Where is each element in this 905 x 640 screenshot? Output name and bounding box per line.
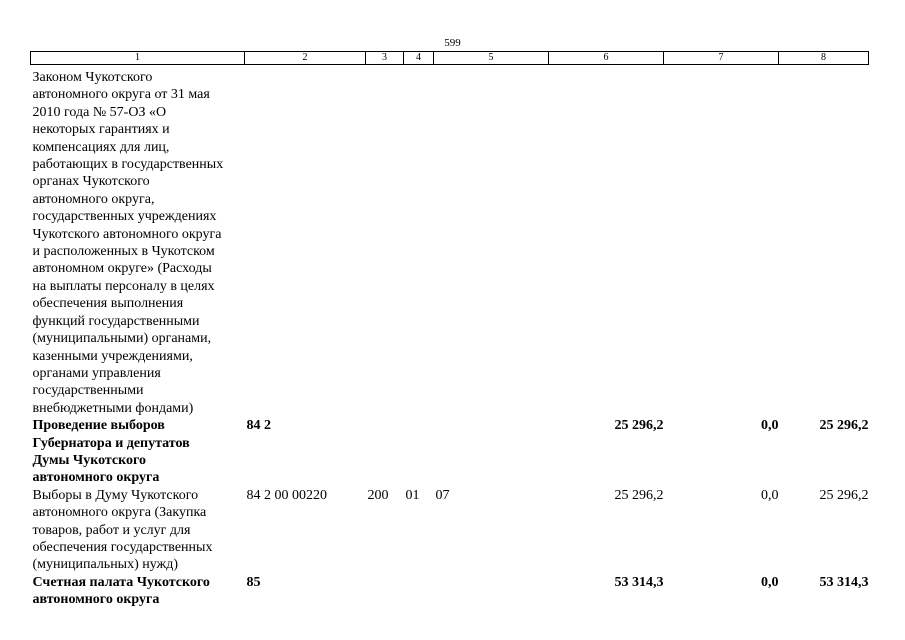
header-cell: 1 (30, 51, 245, 65)
table-row: Выборы в Думу Чукотского автономного окру… (31, 487, 869, 574)
table-cell (245, 65, 366, 418)
table-cell (779, 65, 869, 418)
cell-line: органах Чукотского (32, 174, 150, 190)
table-body: Законом Чукотского автономного округа от … (31, 65, 869, 609)
table-cell (404, 65, 434, 418)
table-cell (434, 574, 549, 609)
table-cell: 25 296,2 (614, 418, 664, 434)
cell-line: некоторых гарантиях и (32, 122, 170, 138)
cell-line: обеспечения государственных (32, 539, 213, 555)
table-cell: Проведение выборов Губернатора и депутато… (31, 417, 245, 487)
table-cell: 0,0 (761, 418, 779, 434)
page-number: 599 (444, 37, 461, 49)
table-cell (434, 65, 549, 418)
table-cell: 25 296,2 (614, 487, 664, 503)
header-cell: 2 (244, 51, 366, 65)
cell-line: товаров, работ и услуг для (32, 522, 191, 538)
table-cell (664, 65, 779, 418)
table-cell (434, 417, 549, 487)
header-cell: 6 (548, 51, 664, 65)
cell-line: (муниципальных) нужд) (32, 557, 179, 573)
table-cell: 53 314,3 (614, 574, 664, 590)
cell-line: на выплаты персоналу в целях (32, 278, 215, 294)
cell-line: Проведение выборов (32, 418, 165, 434)
table-row: Законом Чукотского автономного округа от … (31, 65, 869, 418)
header-cell: 7 (663, 51, 779, 65)
table-cell: 84 2 00 00220 (246, 487, 328, 503)
cell-line: казенными учреждениями, (32, 348, 193, 364)
cell-line: компенсациях для лиц, (32, 139, 170, 155)
cell-line: автономного округа от 31 мая (32, 87, 210, 103)
cell-line: работающих в государственных (32, 157, 224, 173)
cell-line: Выборы в Думу Чукотского (32, 487, 199, 503)
cell-line: Губернатора и депутатов (32, 435, 190, 451)
table-cell: 25 296,2 (819, 418, 869, 434)
cell-line: автономного округа (32, 470, 160, 486)
table-cell: 07 (435, 487, 450, 503)
table-cell: 53 314,3 (819, 574, 869, 590)
cell-line: Думы Чукотского (32, 452, 147, 468)
cell-line: Законом Чукотского (32, 70, 153, 85)
cell-line: автономном округе» (Расходы (32, 261, 212, 277)
table-cell: Законом Чукотского автономного округа от … (31, 65, 245, 418)
cell-line: и расположенных в Чукотском (32, 244, 215, 260)
cell-line: автономного округа, (32, 191, 155, 207)
table-cell: 200 (367, 487, 389, 503)
cell-line: внебюджетными фондами) (32, 400, 194, 416)
header-cell: 3 (365, 51, 404, 65)
table-cell: Счетная палата Чукотского автономного окр… (31, 574, 245, 609)
table-cell: 0,0 (761, 574, 779, 590)
table-cell (404, 574, 434, 609)
table-cell: Выборы в Думу Чукотского автономного окру… (31, 487, 245, 574)
cell-line: органами управления (32, 365, 161, 381)
header-cell: 5 (433, 51, 549, 65)
table-cell: 25 296,2 (819, 487, 869, 503)
cell-line: 2010 года № 57-ОЗ «О (32, 104, 167, 120)
table-cell: 0,0 (761, 487, 779, 503)
cell-line: (муниципальными) органами, (32, 331, 212, 347)
table-cell (549, 65, 664, 418)
cell-line: обеспечения выполнения (32, 296, 184, 312)
table-cell (366, 417, 404, 487)
cell-line: Чукотского автономного округа (32, 226, 222, 242)
table-row: Счетная палата Чукотского автономного окр… (31, 574, 869, 609)
cell-line: государственными (32, 383, 144, 399)
header-cell: 4 (403, 51, 434, 65)
table-cell: 84 2 (246, 418, 272, 434)
header-cell: 8 (778, 51, 869, 65)
cell-line: автономного округа (32, 592, 160, 608)
table-cell (366, 574, 404, 609)
cell-line: государственных учреждениях (32, 209, 217, 225)
table-cell (404, 417, 434, 487)
table-row: Проведение выборов Губернатора и депутато… (31, 417, 869, 487)
cell-line: функций государственными (32, 313, 200, 329)
table-cell: 85 (246, 574, 261, 590)
cell-line: автономного округа (Закупка (32, 505, 207, 521)
table-cell (366, 65, 404, 418)
table-cell: 01 (405, 487, 420, 503)
cell-line: Счетная палата Чукотского (32, 574, 210, 590)
